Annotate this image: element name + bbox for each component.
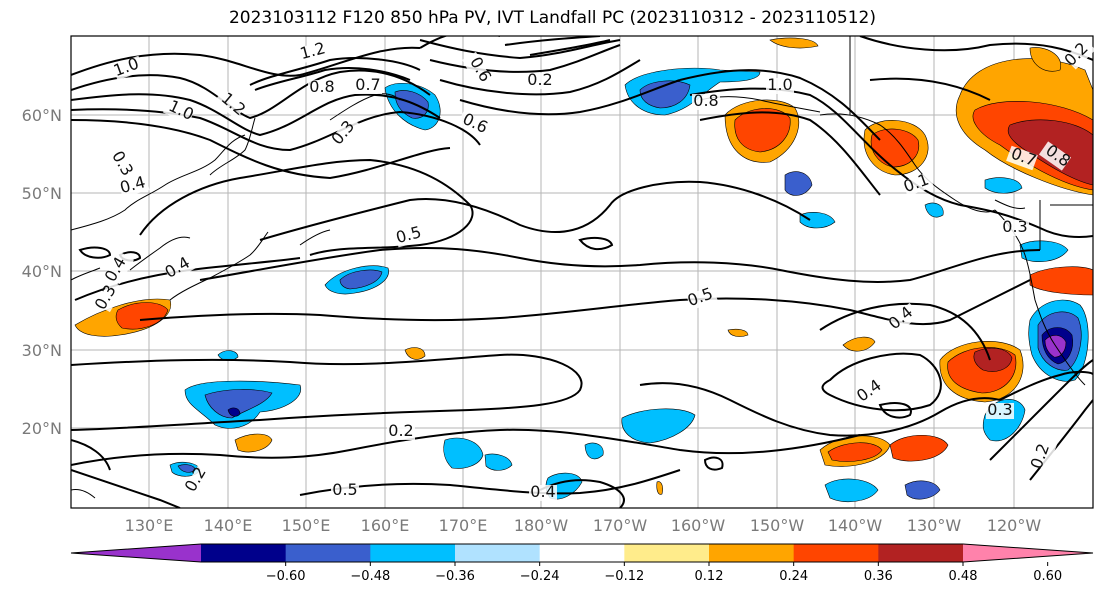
colorbar-segment	[285, 544, 371, 562]
colorbar-tick-label: 0.12	[695, 569, 724, 584]
lat-tick-label: 30°N	[22, 341, 62, 360]
lat-tick-label: 20°N	[22, 419, 62, 438]
colorbar-segment	[878, 544, 964, 562]
contour-label-bg	[462, 51, 490, 85]
contour-label-bg	[118, 174, 150, 198]
contour-label-bg	[888, 302, 920, 334]
contour-label-bg	[686, 285, 718, 311]
colorbar-extend-low	[71, 544, 201, 562]
contour-label-bg	[456, 110, 490, 138]
colorbar-segment	[539, 544, 625, 562]
colorbar-segment	[624, 544, 710, 562]
map-title: 2023103112 F120 850 hPa PV, IVT Landfall…	[228, 8, 876, 28]
lon-label-layer: 130°E 140°E 150°E 160°E 170°E 180°W 170°W 160°W…	[125, 516, 1042, 535]
colorbar-segment	[455, 544, 541, 562]
contour-label-bg	[526, 73, 554, 89]
contour-label: 0.2	[388, 421, 413, 440]
lon-tick-label: 160°E	[361, 516, 410, 535]
contour-label: 0.3	[987, 400, 1012, 419]
lon-tick-label: 170°E	[439, 516, 488, 535]
contour-label-bg	[692, 94, 720, 110]
colorbar-tick-label: 0.48	[949, 569, 978, 584]
contour-label-bg	[1001, 220, 1029, 236]
map-frame	[70, 35, 1094, 509]
contour-label-bg	[298, 40, 330, 64]
contour-label: 0.8	[309, 77, 334, 96]
lat-label-layer: 60°N 50°N 40°N 30°N 20°N	[22, 106, 62, 438]
contour-label-bg	[387, 424, 415, 440]
contour-label-bg	[902, 171, 934, 197]
colorbar: −0.60 −0.48 −0.36 −0.24 −0.12 0.12 0.24 0.36 0.4…	[70, 543, 1094, 584]
colorbar-segment	[793, 544, 879, 562]
colorbar-tick-label: −0.12	[604, 569, 644, 584]
pv-contours	[71, 36, 1093, 508]
colorbar-segment	[370, 544, 456, 562]
contour-label-bg	[96, 279, 124, 313]
contour-label-bg	[214, 88, 246, 120]
contour-label-bg	[112, 55, 144, 81]
colorbar-tick-label: 0.60	[1033, 569, 1062, 584]
contour-label: 0.2	[527, 70, 552, 89]
contour-label-bg	[529, 485, 557, 501]
colorbar-extend-high	[963, 544, 1093, 562]
lon-tick-label: 170°W	[593, 516, 648, 535]
colorbar-outline	[70, 543, 1094, 563]
lat-tick-label: 40°N	[22, 262, 62, 281]
colorbar-tick-label: −0.60	[266, 569, 306, 584]
contour-label-bg	[1038, 141, 1072, 171]
lat-tick-label: 50°N	[22, 184, 62, 203]
contour-label-bg	[1032, 438, 1058, 470]
contour-label-bg	[331, 483, 359, 499]
contour-label-bg	[855, 376, 889, 406]
contour-label-bg	[162, 97, 196, 125]
lat-tick-label: 60°N	[22, 106, 62, 125]
colorbar-segment	[709, 544, 795, 562]
contour-label-bg	[308, 80, 336, 96]
contour-label: 0.8	[693, 91, 718, 110]
contour-label-bg	[986, 403, 1014, 419]
contour-label-bg	[1064, 38, 1096, 70]
lon-tick-label: 120°W	[987, 516, 1042, 535]
contour-label: 0.4	[530, 482, 555, 501]
lon-tick-label: 130°E	[125, 516, 174, 535]
colorbar-tick-label: −0.36	[435, 569, 475, 584]
lon-tick-label: 140°E	[204, 516, 253, 535]
lon-tick-label: 140°W	[828, 516, 883, 535]
contour-label: 0.7	[355, 75, 380, 94]
contour-label-bg	[1006, 145, 1038, 171]
lon-tick-label: 160°W	[671, 516, 726, 535]
lon-tick-label: 150°E	[282, 516, 331, 535]
colorbar-tick-label: 0.24	[779, 569, 808, 584]
contour-label-bg	[163, 254, 197, 282]
contour-label: 1.0	[767, 75, 792, 94]
contour-label-bg	[394, 224, 426, 248]
lon-tick-label: 180°W	[514, 516, 569, 535]
contour-label-bg	[104, 145, 132, 179]
contour-label-bg	[186, 461, 214, 495]
lon-tick-label: 150°W	[750, 516, 805, 535]
contour-label-bg	[766, 78, 794, 94]
colorbar-tick-label: 0.36	[864, 569, 893, 584]
contour-label: 0.3	[1002, 217, 1027, 236]
contour-label-bg	[331, 116, 363, 148]
contour-label-bg	[106, 251, 134, 285]
colorbar-segment	[201, 544, 287, 562]
contour-label: 0.5	[332, 480, 357, 499]
lon-tick-label: 130°W	[907, 516, 962, 535]
colorbar-tick-label: −0.48	[350, 569, 390, 584]
colorbar-tick-label: −0.24	[520, 569, 560, 584]
contour-label-bg	[354, 78, 382, 94]
